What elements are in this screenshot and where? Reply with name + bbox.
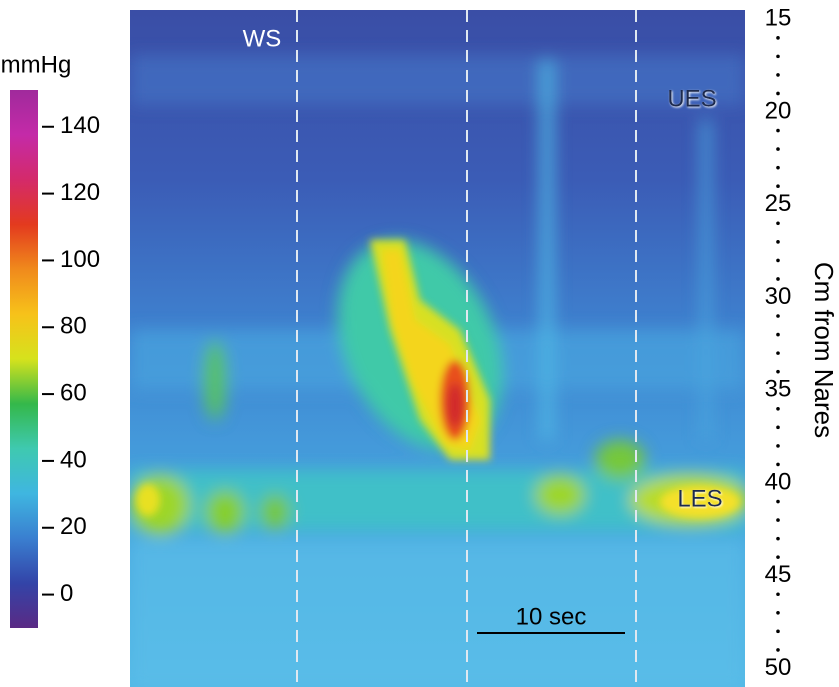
y-tick-label: 40 [765, 468, 792, 495]
minor-tick-dot [776, 462, 780, 467]
colorbar-tick-label: 100 [60, 246, 100, 273]
les-label: LES [677, 485, 722, 512]
scale-bar-label: 10 sec [516, 603, 587, 630]
minor-tick-dot [776, 147, 780, 151]
minor-tick-dot [776, 425, 780, 430]
minor-tick-dot [776, 165, 780, 170]
minor-tick-dot [776, 555, 780, 559]
y-tick-label: 20 [765, 97, 792, 124]
colorbar-tick-label: 80 [60, 313, 87, 340]
minor-tick-dot [776, 54, 780, 59]
ues-label: UES [667, 85, 716, 112]
colorbar-tick-label: 40 [60, 446, 87, 473]
minor-tick-dot [776, 314, 780, 318]
minor-tick-dot [776, 536, 780, 541]
colorbar-title: mmHg [1, 51, 72, 78]
minor-tick-dot [776, 406, 780, 411]
minor-tick-dot [776, 648, 780, 652]
colorbar-tick-label: 60 [60, 379, 87, 406]
y-tick-label: 25 [765, 190, 792, 217]
heatmap [130, 10, 745, 687]
minor-tick-dot [776, 351, 780, 355]
colorbar [10, 90, 38, 628]
y-tick-label: 15 [765, 5, 792, 32]
minor-tick-dot [776, 499, 780, 504]
y-tick-label: 50 [765, 654, 792, 681]
minor-tick-dot [776, 444, 780, 448]
minor-tick-dot [776, 369, 780, 374]
y-tick-label: 30 [765, 283, 792, 310]
y-axis-label: Cm from Nares [809, 262, 839, 438]
minor-tick-dot [776, 128, 780, 133]
minor-tick-dot [776, 277, 780, 281]
minor-tick-dot [776, 221, 780, 226]
y-tick-label: 35 [765, 376, 792, 403]
minor-tick-dot [776, 240, 780, 244]
ws-label: WS [243, 25, 282, 52]
minor-tick-dot [776, 91, 780, 96]
colorbar-tick-label: 120 [60, 179, 100, 206]
colorbar-tick-label: 20 [60, 513, 87, 540]
colorbar-tick-label: 140 [60, 112, 100, 139]
colorbar-tick-label: 0 [60, 580, 73, 607]
minor-tick-dot [776, 592, 780, 597]
minor-tick-dot [776, 518, 780, 522]
minor-tick-dot [776, 611, 780, 615]
minor-tick-dot [776, 258, 780, 263]
peristaltic-wave [136, 240, 740, 518]
y-tick-label: 45 [765, 561, 792, 588]
minor-tick-dot [776, 629, 780, 634]
minor-tick-dot [776, 36, 780, 40]
minor-tick-dot [776, 73, 780, 77]
minor-tick-dot [776, 184, 780, 189]
minor-tick-dot [776, 332, 780, 337]
